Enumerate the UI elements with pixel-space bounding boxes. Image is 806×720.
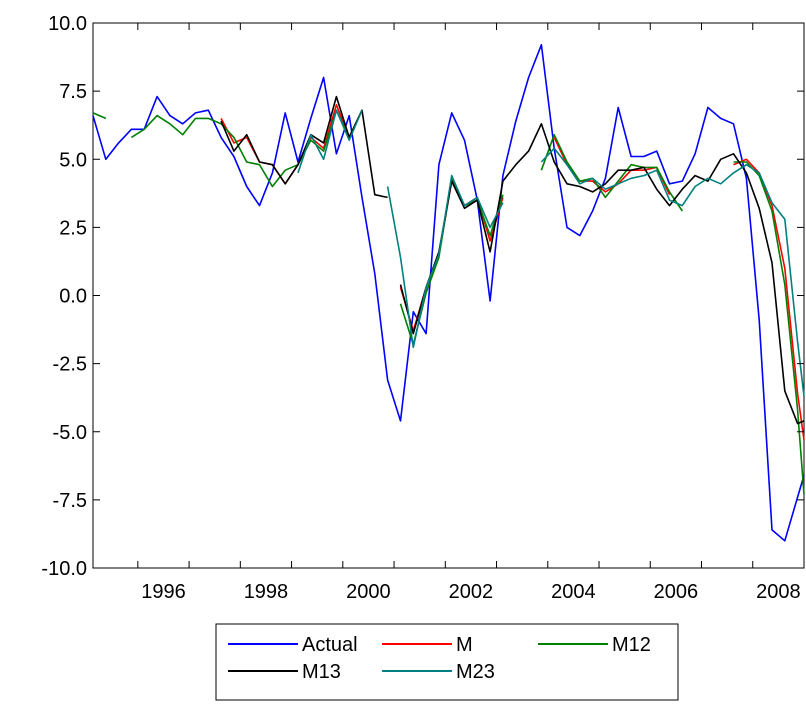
y-tick-label: -10.0 — [41, 558, 87, 580]
series-line-m13 — [399, 123, 805, 425]
series-line-m23 — [386, 174, 504, 349]
legend-label: M12 — [612, 634, 651, 656]
y-tick-label: 2.5 — [59, 217, 87, 239]
series-line-m12 — [540, 133, 683, 212]
x-tick-label: 1998 — [244, 581, 289, 603]
plot-frame — [92, 22, 805, 569]
legend-label: Actual — [302, 634, 358, 656]
series-line-m23 — [297, 109, 363, 174]
series-line-m — [220, 104, 363, 185]
y-tick-label: 5.0 — [59, 149, 87, 171]
x-tick-label: 2000 — [346, 581, 391, 603]
series-line-m13 — [220, 95, 388, 199]
series-line-m23 — [540, 147, 805, 397]
series-line-m — [733, 158, 805, 441]
series-line-m — [399, 180, 504, 332]
legend-label: M13 — [302, 661, 341, 683]
series-line-actual — [92, 43, 805, 542]
legend-label: M23 — [456, 661, 495, 683]
series-line-m12 — [92, 112, 107, 120]
x-tick-label: 2004 — [551, 581, 596, 603]
x-tick-label: 2008 — [756, 581, 801, 603]
x-tick-label: 2002 — [449, 581, 494, 603]
legend-label: M — [456, 634, 473, 656]
legend-box — [215, 623, 679, 701]
y-tick-label: 10.0 — [48, 13, 87, 35]
y-tick-label: 0.0 — [59, 286, 87, 308]
y-tick-label: -5.0 — [53, 422, 87, 444]
x-tick-label: 1996 — [141, 581, 186, 603]
y-tick-label: 7.5 — [59, 81, 87, 103]
series-line-m12 — [130, 109, 363, 188]
y-tick-label: -2.5 — [53, 354, 87, 376]
series-line-m12 — [733, 161, 805, 495]
x-tick-label: 2006 — [654, 581, 699, 603]
y-tick-label: -7.5 — [53, 490, 87, 512]
